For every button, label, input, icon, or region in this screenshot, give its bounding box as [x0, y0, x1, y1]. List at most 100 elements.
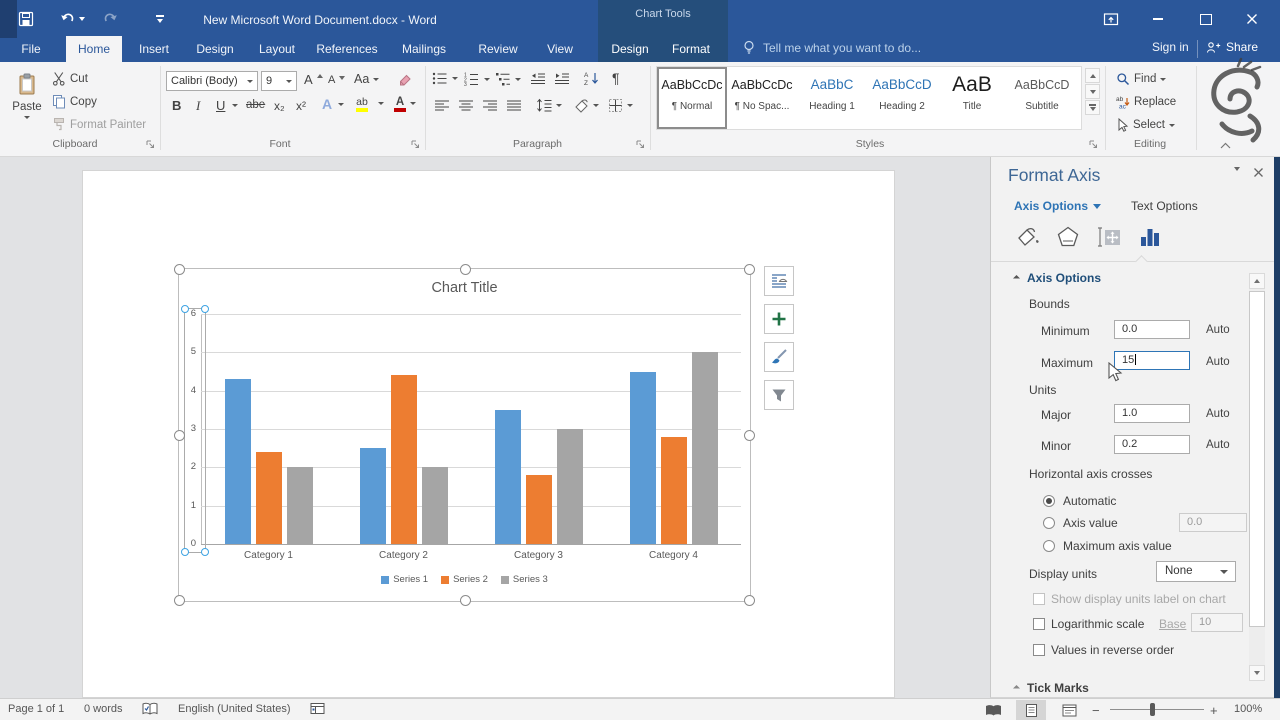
borders-button[interactable] [608, 98, 633, 113]
scroll-down-icon[interactable] [1249, 665, 1265, 681]
decrease-indent-button[interactable] [530, 72, 546, 85]
zoom-slider-thumb[interactable] [1150, 703, 1155, 716]
checkbox-logarithmic-scale[interactable] [1033, 618, 1045, 630]
undo-icon[interactable] [58, 9, 78, 29]
bar-series-2-category-3[interactable] [525, 475, 552, 544]
y-axis-selection-box[interactable] [181, 305, 209, 556]
cut-button[interactable]: Cut [52, 71, 88, 86]
zoom-slider[interactable] [1110, 709, 1204, 710]
bar-series-2-category-4[interactable] [660, 436, 687, 544]
underline-button[interactable]: U [216, 98, 239, 113]
major-auto-button[interactable]: Auto [1206, 408, 1230, 420]
maximum-input[interactable]: 15 [1114, 351, 1190, 370]
redo-icon[interactable] [100, 9, 120, 29]
sign-in-link[interactable]: Sign in [1152, 40, 1189, 54]
style-subtitle[interactable]: AaBbCcD Subtitle [1014, 78, 1070, 112]
tell-me-box[interactable]: Tell me what you want to do... [742, 40, 921, 55]
align-right-button[interactable] [482, 99, 498, 112]
bar-series-3-category-3[interactable] [556, 429, 583, 544]
read-mode-button[interactable] [978, 700, 1008, 720]
chart-resize-handle[interactable] [174, 595, 185, 606]
tab-chart-format[interactable]: Format [671, 42, 710, 56]
pane-options-icon[interactable] [1234, 167, 1240, 185]
radio-axis-value[interactable] [1043, 517, 1055, 529]
ribbon-display-options-icon[interactable] [1096, 6, 1126, 32]
paragraph-dialog-launcher-icon[interactable] [635, 139, 646, 150]
legend-item[interactable]: Series 2 [441, 574, 488, 585]
grow-font-button[interactable]: A [304, 72, 323, 87]
clear-formatting-button[interactable] [396, 72, 411, 87]
qat-customize-icon[interactable] [150, 9, 170, 29]
bar-series-2-category-2[interactable] [390, 375, 417, 544]
minor-auto-button[interactable]: Auto [1206, 439, 1230, 451]
justify-button[interactable] [506, 99, 522, 112]
format-painter-button[interactable]: Format Painter [52, 117, 146, 132]
style-title[interactable]: AaB Title [952, 75, 992, 112]
chart-resize-handle[interactable] [744, 430, 755, 441]
tab-view[interactable]: View [547, 42, 573, 56]
find-button[interactable]: Find [1116, 72, 1167, 86]
superscript-button[interactable]: x² [296, 99, 306, 113]
display-units-select[interactable]: None [1156, 561, 1236, 582]
multilevel-list-button[interactable] [496, 72, 521, 86]
axis-options-chart-icon[interactable] [1136, 221, 1164, 253]
styles-dialog-launcher-icon[interactable] [1088, 139, 1099, 150]
increase-indent-button[interactable] [554, 72, 570, 85]
pane-close-icon[interactable] [1253, 167, 1264, 178]
checkbox-show-display-units[interactable] [1033, 593, 1045, 605]
minor-input[interactable]: 0.2 [1114, 435, 1190, 454]
bar-series-1-category-1[interactable] [224, 379, 251, 544]
word-count[interactable]: 0 words [84, 703, 123, 715]
checkbox-values-reverse-order[interactable] [1033, 644, 1045, 656]
font-size-select[interactable]: 9 [261, 71, 297, 91]
close-button[interactable] [1237, 6, 1267, 32]
paste-button[interactable]: Paste [8, 66, 46, 136]
bullets-button[interactable] [432, 72, 458, 85]
minimum-input[interactable]: 0.0 [1114, 320, 1190, 339]
radio-automatic[interactable] [1043, 495, 1055, 507]
bar-series-3-category-2[interactable] [421, 467, 448, 544]
bar-series-3-category-4[interactable] [691, 352, 718, 544]
bar-series-3-category-1[interactable] [286, 467, 313, 544]
tab-insert[interactable]: Insert [138, 42, 169, 56]
style-heading-2[interactable]: AaBbCcD Heading 2 [872, 77, 932, 112]
minimize-button[interactable] [1143, 6, 1173, 32]
scroll-up-icon[interactable] [1249, 273, 1265, 289]
tab-layout[interactable]: Layout [258, 42, 296, 56]
bar-series-1-category-2[interactable] [359, 448, 386, 544]
styles-scroll-up-icon[interactable] [1085, 68, 1100, 83]
maximize-button[interactable] [1191, 6, 1221, 32]
share-button[interactable]: Share [1206, 40, 1258, 54]
replace-button[interactable]: ab ac Replace [1116, 96, 1177, 109]
font-color-dropdown-icon[interactable] [410, 102, 416, 105]
style-normal[interactable]: AaBbCcDc ¶ Normal [657, 67, 727, 129]
tab-file[interactable]: File [21, 42, 41, 56]
axis-value-input[interactable]: 0.0 [1179, 513, 1247, 532]
subscript-button[interactable]: x₂ [274, 99, 285, 113]
bar-series-1-category-4[interactable] [629, 371, 656, 544]
section-tick-marks[interactable]: Tick Marks [1012, 681, 1089, 695]
save-icon[interactable] [16, 9, 36, 29]
styles-more-icon[interactable] [1085, 100, 1100, 115]
axis-handle[interactable] [181, 305, 189, 313]
chart-filters-button[interactable] [764, 380, 794, 410]
language-indicator[interactable]: English (United States) [178, 703, 291, 715]
change-case-button[interactable]: Aa [354, 72, 380, 86]
pane-tab-text-options[interactable]: Text Options [1131, 199, 1198, 213]
pane-tab-axis-options[interactable]: Axis Options [1014, 199, 1102, 213]
collapse-ribbon-icon[interactable] [1216, 138, 1234, 152]
styles-scroll-down-icon[interactable] [1085, 84, 1100, 99]
bold-button[interactable]: B [172, 98, 182, 113]
axis-handle[interactable] [201, 305, 209, 313]
pane-scrollbar-thumb[interactable] [1249, 291, 1265, 627]
tab-chart-design[interactable]: Design [611, 42, 649, 56]
font-dialog-launcher-icon[interactable] [410, 139, 421, 150]
major-input[interactable]: 1.0 [1114, 404, 1190, 423]
minimum-auto-button[interactable]: Auto [1206, 324, 1230, 336]
font-color-button[interactable]: A [394, 96, 406, 112]
web-layout-button[interactable] [1054, 700, 1084, 720]
tab-references[interactable]: References [316, 42, 378, 56]
maximum-auto-button[interactable]: Auto [1206, 356, 1230, 368]
